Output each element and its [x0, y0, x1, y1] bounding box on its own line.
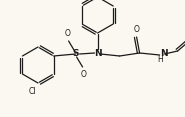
Text: O: O	[81, 70, 87, 79]
Text: N: N	[161, 49, 168, 58]
Text: O: O	[134, 25, 139, 34]
Text: N: N	[94, 49, 101, 57]
Text: H: H	[158, 55, 164, 64]
Text: S: S	[72, 49, 79, 58]
Text: O: O	[65, 29, 70, 38]
Text: Cl: Cl	[28, 87, 36, 96]
